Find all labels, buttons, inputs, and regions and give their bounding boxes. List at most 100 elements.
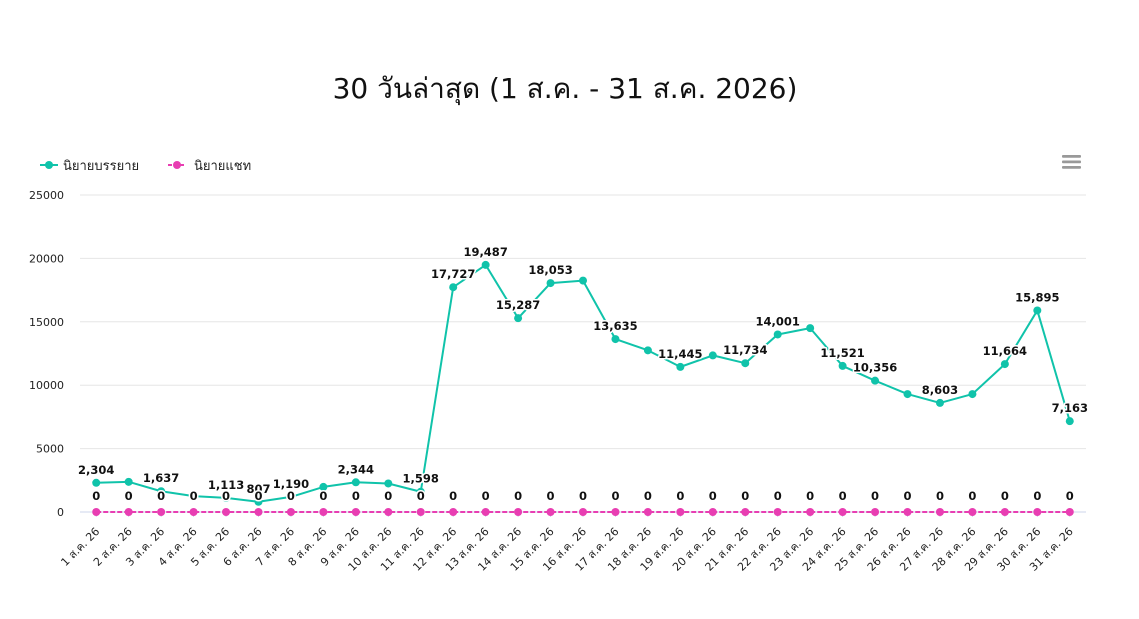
series-2-label-23: 0: [839, 489, 847, 503]
series-1-label-14: 18,053: [528, 263, 572, 277]
series-1-point-4[interactable]: [222, 493, 231, 502]
series-1-point-29[interactable]: [1033, 306, 1042, 315]
series-2-point-11[interactable]: [449, 508, 458, 516]
chart-title: 30 วันล่าสุด (1 ส.ค. - 31 ส.ค. 2026): [333, 72, 798, 106]
series-1-point-10[interactable]: [416, 487, 425, 496]
series-2-point-0[interactable]: [92, 508, 101, 516]
series-1-label-4: 1,113: [208, 478, 244, 492]
series-2-point-7[interactable]: [319, 508, 328, 516]
series-1-label-24: 10,356: [853, 361, 897, 375]
series-2-label-14: 0: [547, 489, 555, 503]
series-2-label-21: 0: [774, 489, 782, 503]
legend-marker-series-2: [173, 161, 181, 169]
series-1-point-24[interactable]: [871, 376, 880, 385]
series-2-label-19: 0: [709, 489, 717, 503]
series-1-point-8[interactable]: [351, 478, 360, 487]
series-2-point-30[interactable]: [1065, 508, 1074, 516]
series-1-point-0[interactable]: [92, 478, 101, 487]
series-2-label-2: 0: [157, 489, 165, 503]
series-1-point-23[interactable]: [838, 361, 847, 370]
series-2-label-9: 0: [384, 489, 392, 503]
series-1-label-8: 2,344: [338, 462, 374, 476]
series-2-label-15: 0: [579, 489, 587, 503]
series-1-point-30[interactable]: [1065, 417, 1074, 426]
series-2-point-18[interactable]: [676, 508, 685, 516]
series-2-label-30: 0: [1066, 489, 1074, 503]
series-2-point-23[interactable]: [838, 508, 847, 516]
series-1-point-26[interactable]: [935, 398, 944, 407]
series-2-point-5[interactable]: [254, 508, 263, 516]
series-1-point-5[interactable]: [254, 497, 263, 506]
series-2-point-19[interactable]: [708, 508, 717, 516]
series-2-label-22: 0: [806, 489, 814, 503]
series-1-label-12: 19,487: [463, 245, 507, 259]
series-2-point-10[interactable]: [416, 508, 425, 516]
series-2-point-15[interactable]: [579, 508, 587, 516]
series-1-point-1[interactable]: [124, 477, 133, 486]
series-1-point-18[interactable]: [676, 362, 685, 371]
series-1-point-19[interactable]: [708, 351, 717, 360]
series-2-label-11: 0: [449, 489, 457, 503]
series-2-label-8: 0: [352, 489, 360, 503]
series-1-point-21[interactable]: [773, 330, 782, 339]
series-1-label-30: 7,163: [1052, 401, 1088, 415]
series-1-point-6[interactable]: [286, 492, 295, 501]
series-1-point-27[interactable]: [968, 390, 977, 399]
series-2-point-14[interactable]: [546, 508, 555, 516]
series-2-point-22[interactable]: [806, 508, 815, 516]
series-2-point-27[interactable]: [968, 508, 977, 516]
series-2-label-3: 0: [190, 489, 198, 503]
series-2-point-20[interactable]: [741, 508, 750, 516]
series-2-label-29: 0: [1033, 489, 1041, 503]
chart-menu-button[interactable]: [1058, 150, 1084, 174]
series-2-point-16[interactable]: [611, 508, 620, 516]
series-2-point-24[interactable]: [871, 508, 880, 516]
series-1-point-28[interactable]: [1000, 360, 1009, 369]
series-2-label-10: 0: [417, 489, 425, 503]
series-1-point-9[interactable]: [384, 479, 393, 488]
series-1-point-22[interactable]: [806, 324, 815, 333]
series-2-point-8[interactable]: [351, 508, 360, 516]
series-2-label-5: 0: [254, 489, 262, 503]
series-1-point-25[interactable]: [903, 390, 912, 399]
series-1-label-6: 1,190: [273, 477, 309, 491]
series-1-point-17[interactable]: [643, 346, 652, 355]
series-1-point-2[interactable]: [157, 487, 166, 496]
series-2-point-26[interactable]: [935, 508, 944, 516]
series-2-point-28[interactable]: [1000, 508, 1009, 516]
series-1-point-15[interactable]: [579, 276, 587, 285]
series-2-point-17[interactable]: [643, 508, 652, 516]
series-2-point-6[interactable]: [286, 508, 295, 516]
series-2-point-3[interactable]: [189, 508, 198, 516]
y-tick-label-4: 20000: [29, 252, 64, 265]
series-2-point-4[interactable]: [222, 508, 231, 516]
series-2-point-9[interactable]: [384, 508, 393, 516]
series-2-point-21[interactable]: [773, 508, 782, 516]
series-2-label-25: 0: [904, 489, 912, 503]
series-1-point-13[interactable]: [514, 314, 523, 323]
series-2-point-25[interactable]: [903, 508, 912, 516]
series-1-point-7[interactable]: [319, 482, 328, 491]
y-tick-label-3: 15000: [29, 316, 64, 329]
legend-item-series-1[interactable]: นิยายบรรยาย: [40, 159, 139, 174]
series-1-point-20[interactable]: [741, 359, 750, 368]
series-2-label-7: 0: [319, 489, 327, 503]
series-2-point-2[interactable]: [157, 508, 166, 516]
y-tick-label-1: 5000: [36, 443, 64, 456]
series-1-point-3[interactable]: [189, 492, 198, 501]
series-2-point-1[interactable]: [124, 508, 133, 516]
series-1-point-12[interactable]: [481, 260, 490, 269]
series-1-point-14[interactable]: [546, 279, 555, 288]
series-1-point-11[interactable]: [449, 283, 458, 292]
series-2-label-20: 0: [741, 489, 749, 503]
series-1-label-21: 14,001: [756, 314, 800, 328]
series-2-point-13[interactable]: [514, 508, 523, 516]
series-2-point-29[interactable]: [1033, 508, 1042, 516]
legend-marker-series-1: [45, 161, 53, 169]
series-2-label-24: 0: [871, 489, 879, 503]
series-1-point-16[interactable]: [611, 335, 620, 344]
legend-label-series-2: นิยายแชท: [194, 159, 251, 174]
series-2-point-12[interactable]: [481, 508, 490, 516]
legend-item-series-2[interactable]: นิยายแชท: [168, 159, 251, 174]
